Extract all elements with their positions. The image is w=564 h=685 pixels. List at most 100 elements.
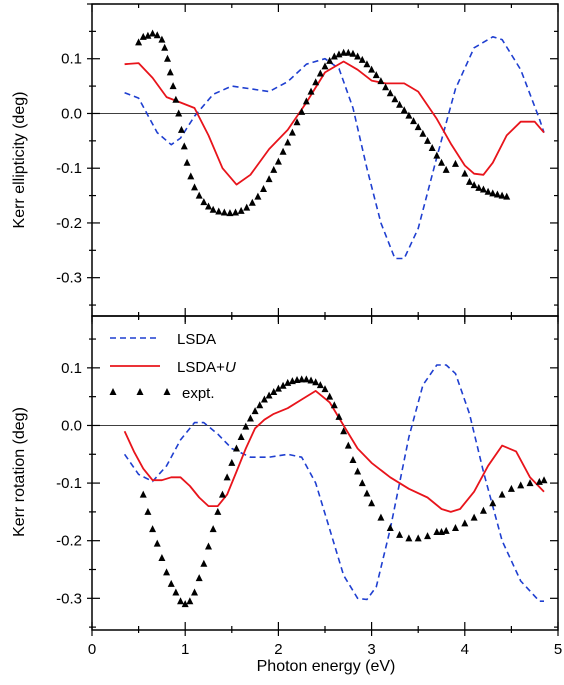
top-expt-point: [344, 48, 352, 56]
top-expt-point: [226, 209, 234, 217]
bottom-expt-point: [270, 388, 278, 396]
bottom-expt-point: [302, 375, 310, 383]
top-expt-point: [191, 183, 199, 191]
top-expt-point: [284, 138, 292, 146]
top-expt-point: [321, 62, 329, 70]
bottom-expt-point: [232, 444, 240, 452]
top-y-tick-label: 0.1: [61, 51, 82, 68]
bottom-expt-point: [451, 524, 459, 532]
top-expt-point: [205, 202, 212, 210]
top-expt-point: [340, 48, 348, 56]
bottom-expt-point: [489, 499, 497, 507]
top-expt-point: [166, 68, 174, 76]
bottom-y-tick-label: 0.0: [61, 417, 82, 434]
bottom-expt-point: [158, 553, 166, 561]
legend-marker-triangle: [109, 388, 117, 395]
top-expt-point: [293, 118, 301, 126]
top-expt-point: [153, 31, 161, 39]
bottom-expt-point: [200, 559, 208, 567]
bottom-expt-point: [223, 473, 231, 481]
bottom-expt-point: [167, 579, 175, 587]
bottom-expt-point: [335, 412, 343, 420]
bottom-y-tick-label: -0.3: [56, 590, 82, 607]
bottom-expt-point: [260, 395, 268, 403]
bottom-expt-point: [153, 539, 161, 547]
bottom-expt-point: [265, 391, 273, 399]
top-expt-point: [187, 172, 195, 180]
top-expt-point: [326, 56, 334, 64]
x-tick-label: 2: [274, 641, 282, 658]
top-expt-point: [279, 147, 287, 155]
bottom-expt-point: [191, 588, 199, 596]
top-expt-point: [405, 111, 413, 119]
ellipticity-panel: 0.1 0.0 -0.1 -0.2 -0.3: [56, 3, 559, 322]
top-expt-point: [209, 205, 217, 213]
bottom-expt-point: [405, 534, 413, 542]
top-expt-point: [363, 60, 371, 68]
legend-marker-triangle: [136, 388, 144, 395]
x-tick-label: 4: [461, 641, 469, 658]
top-lsda-line: [124, 36, 545, 260]
bottom-expt-point: [377, 513, 385, 521]
top-expt-point: [475, 183, 483, 191]
top-expt-point: [161, 43, 169, 51]
top-expt-point: [288, 128, 296, 136]
x-tick-label: 0: [88, 641, 96, 658]
top-expt-point: [169, 82, 177, 90]
bottom-expt-point: [195, 574, 203, 582]
bottom-expt-point: [242, 422, 250, 430]
top-expt-point: [298, 107, 306, 115]
bottom-expt-point: [517, 481, 525, 489]
bottom-expt-point: [246, 414, 254, 422]
top-expt-point: [243, 203, 251, 211]
top-expt-point: [200, 198, 208, 206]
top-plot-frame: [91, 3, 559, 317]
top-expt-point: [410, 117, 418, 125]
bottom-expt-point: [321, 385, 329, 393]
top-expt-point: [180, 142, 188, 150]
top-expt-point: [270, 165, 278, 173]
bottom-expt-point: [363, 489, 371, 497]
top-expt-point: [183, 158, 191, 166]
x-tick-label: 3: [367, 641, 375, 658]
bottom-expt-point: [433, 528, 441, 536]
top-y-tick-label: 0.0: [61, 105, 82, 122]
bottom-expt-point: [526, 479, 534, 487]
top-y-tick-label: -0.1: [56, 160, 82, 177]
top-expt-point: [414, 123, 422, 131]
top-expt-point: [135, 38, 143, 46]
bottom-expt-point: [139, 490, 147, 498]
legend-label-lsda: LSDA: [177, 331, 216, 348]
bottom-expt-point: [316, 381, 324, 389]
bottom-expt-point: [414, 534, 422, 542]
bottom-expt-point: [354, 467, 362, 475]
bottom-expt-point: [274, 384, 282, 392]
bottom-expt-point: [172, 588, 180, 596]
top-expt-point: [442, 165, 450, 173]
bottom-expt-point: [228, 458, 236, 466]
top-expt-point: [484, 187, 492, 195]
top-expt-point: [400, 106, 408, 114]
bottom-expt-point: [298, 375, 306, 383]
top-expt-point: [377, 77, 385, 85]
top-expt-point: [503, 192, 511, 200]
top-expt-point: [368, 65, 376, 73]
top-expt-point: [493, 190, 501, 198]
bottom-expt-point: [386, 524, 394, 532]
bottom-expt-point: [368, 499, 376, 507]
top-expt-point: [274, 157, 282, 165]
top-expt-point: [451, 159, 459, 167]
top-expt-point: [307, 87, 315, 95]
bottom-lsda-u-line: [123, 390, 545, 513]
top-expt-point: [254, 192, 262, 200]
top-expt-point: [220, 208, 228, 216]
top-expt-point: [248, 198, 256, 206]
bottom-expt-point: [442, 526, 450, 534]
top-expt-point: [163, 54, 171, 62]
top-expt-point: [470, 181, 478, 189]
bottom-expt-point: [540, 476, 548, 484]
bottom-expt-point: [256, 401, 264, 409]
bottom-expt-point: [340, 427, 348, 435]
bottom-expt-point: [214, 507, 222, 515]
